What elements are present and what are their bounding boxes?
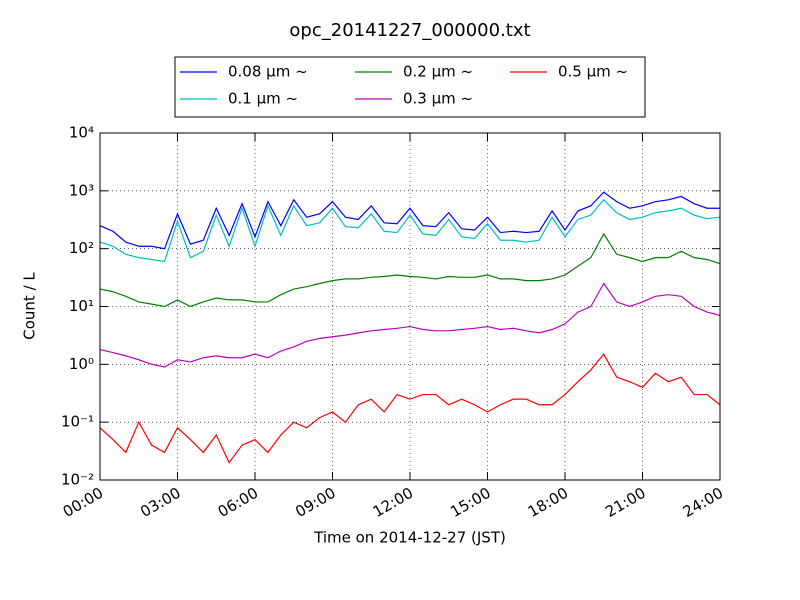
data-line	[99, 191, 720, 250]
data-line	[99, 198, 721, 263]
data-line	[99, 353, 721, 464]
y-tick-label: 10²	[69, 239, 94, 257]
legend-label: 0.08 μm ~	[228, 63, 308, 81]
y-axis-label: Count / L	[21, 272, 39, 340]
plot-frame	[99, 132, 721, 481]
y-tick-label: 10³	[69, 181, 94, 199]
y-tick-label: 10⁰	[69, 355, 94, 373]
legend-label: 0.3 μm ~	[403, 90, 473, 108]
legend-box	[174, 56, 646, 118]
chart-title: opc_20141227_000000.txt	[289, 20, 530, 41]
y-tick-label: 10⁻²	[61, 471, 94, 489]
legend-label: 0.2 μm ~	[403, 63, 473, 81]
legend-label: 0.5 μm ~	[558, 63, 628, 81]
x-axis-label: Time on 2014-12-27 (JST)	[313, 529, 506, 547]
y-tick-label: 10⁻¹	[61, 413, 94, 431]
legend-label: 0.1 μm ~	[228, 90, 298, 108]
y-tick-label: 10¹	[69, 297, 94, 315]
y-tick-label: 10⁴	[69, 124, 94, 142]
data-line	[99, 232, 721, 308]
data-line	[99, 282, 721, 368]
